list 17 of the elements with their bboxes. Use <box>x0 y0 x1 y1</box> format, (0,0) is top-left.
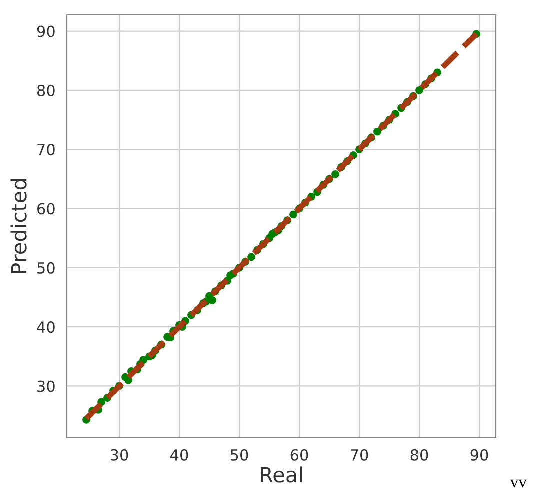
x-tick-label: 60 <box>290 449 308 461</box>
y-tick-label: 30 <box>38 380 55 392</box>
x-tick-label: 50 <box>230 449 248 461</box>
y-tick-label: 40 <box>37 322 55 334</box>
x-tick-label: 40 <box>170 449 188 461</box>
text: vv <box>510 480 527 488</box>
x-tick-label: 30 <box>110 449 128 461</box>
x-tick-label: 90 <box>470 449 488 461</box>
x-axis-title: Real <box>261 466 302 483</box>
y-tick-label: 50 <box>38 262 55 274</box>
y-tick-label: 80 <box>37 84 55 96</box>
y-axis-title: Predicted <box>10 180 27 274</box>
y-tick-label: 70 <box>38 144 55 156</box>
y-tick-label: 90 <box>37 26 55 38</box>
x-tick-label: 80 <box>410 449 428 461</box>
x-tick-label: 70 <box>351 449 368 461</box>
y-tick-label: 60 <box>38 203 55 215</box>
